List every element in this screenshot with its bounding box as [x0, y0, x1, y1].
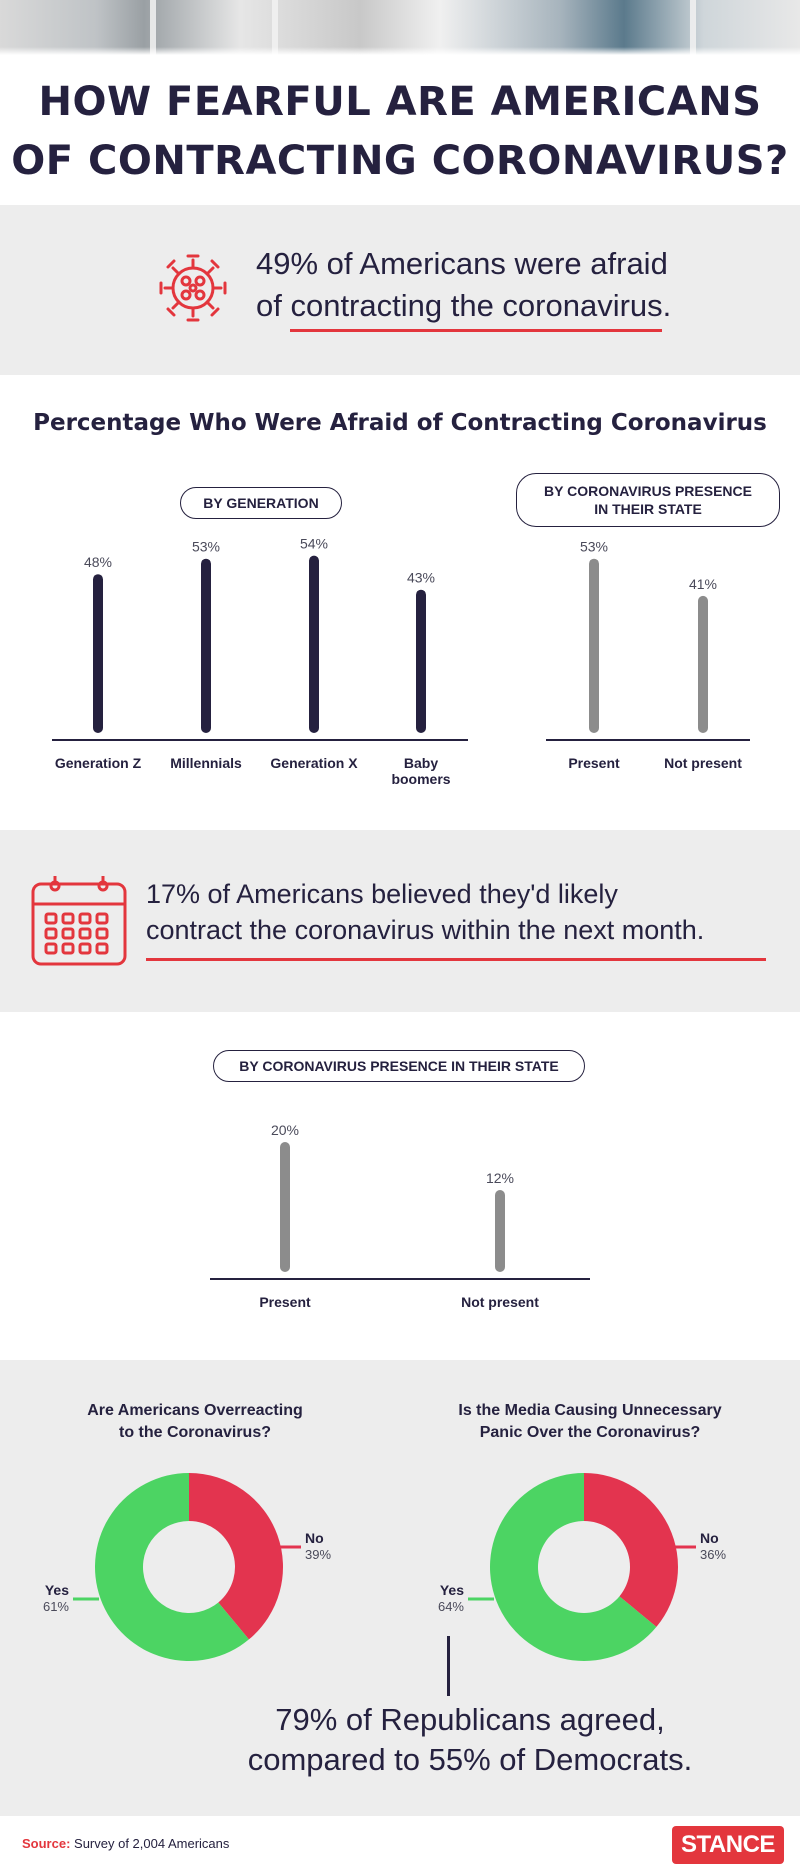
source-text: Survey of 2,004 Americans: [74, 1836, 230, 1851]
bar-value-label: 53%: [192, 539, 220, 555]
bar-charts-afraid: 48% Generation Z 53% Millennials 54% Generati…: [52, 536, 750, 787]
pill-by-state-presence: BY CORONAVIRUS PRESENCE IN THEIR STATE: [516, 473, 780, 527]
stat-line: 17% of Americans believed they'd likely: [146, 879, 618, 909]
pill-line: IN THEIR STATE: [594, 501, 702, 517]
bar-value-label: 48%: [84, 554, 112, 570]
pill-by-generation: BY GENERATION: [180, 487, 342, 519]
stat-likely-text: 17% of Americans believed they'd likely …: [146, 876, 704, 948]
slice-label: No: [700, 1530, 719, 1546]
category-label: Not present: [664, 755, 742, 771]
category-label: Present: [259, 1294, 311, 1310]
source-note: Source: Survey of 2,004 Americans: [22, 1836, 229, 1851]
note-line: 79% of Republicans agreed,: [275, 1702, 665, 1737]
slice-value: 64%: [438, 1599, 464, 1614]
bar-value-label: 12%: [486, 1170, 514, 1186]
hero-fade: [0, 47, 800, 55]
pole-decoration: [690, 0, 696, 55]
donut-slice: [94, 1473, 249, 1661]
bar-chart-likely: 20% Present 12% Not present: [210, 1122, 590, 1310]
pole-decoration: [150, 0, 156, 55]
bar-value-label: 20%: [271, 1122, 299, 1138]
category-label: Baby: [404, 755, 438, 771]
bar-value-label: 41%: [689, 576, 717, 592]
section-title: Percentage Who Were Afraid of Contractin…: [33, 410, 767, 436]
stat-line: of contracting the coronavirus.: [256, 288, 672, 323]
category-label: boomers: [391, 771, 450, 787]
pill-line: BY CORONAVIRUS PRESENCE: [544, 483, 752, 499]
calendar-icon: [31, 876, 127, 966]
page-title: HOW FEARFUL ARE AMERICANS OF CONTRACTING…: [0, 73, 800, 191]
donut-title-overreacting: Are Americans Overreacting to the Corona…: [40, 1400, 350, 1444]
donut-title-line: Panic Over the Coronavirus?: [479, 1424, 701, 1441]
donut-panel: Are Americans Overreacting to the Corona…: [0, 1360, 800, 1816]
donut-title-line: to the Coronavirus?: [118, 1424, 271, 1441]
stat-panel-afraid: 49% of Americans were afraid of contract…: [0, 205, 800, 375]
note-line: compared to 55% of Democrats.: [247, 1742, 693, 1777]
footer: Source: Survey of 2,004 Americans STANCE: [0, 1816, 800, 1876]
slice-label: Yes: [440, 1582, 464, 1598]
category-label: Millennials: [170, 755, 242, 771]
pole-decoration: [272, 0, 278, 55]
stat-line: contract the coronavirus within the next…: [146, 915, 705, 945]
donut-title-line: Is the Media Causing Unnecessary: [458, 1402, 722, 1419]
bar-value-label: 43%: [407, 570, 435, 586]
pill-by-state-presence-likely: BY CORONAVIRUS PRESENCE IN THEIR STATE: [213, 1050, 585, 1082]
accent-underline: [290, 329, 662, 332]
virus-icon: [159, 254, 227, 322]
hero-photo-strip: [0, 0, 800, 55]
slice-value: 61%: [43, 1599, 69, 1614]
donut-title-media: Is the Media Causing Unnecessary Panic O…: [420, 1400, 760, 1444]
donut-slice: [584, 1473, 678, 1627]
source-label: Source:: [22, 1836, 71, 1851]
page-title-line: HOW FEARFUL ARE AMERICANS: [38, 79, 762, 125]
page-title-line: OF CONTRACTING CORONAVIRUS?: [11, 138, 789, 184]
stat-panel-likely: 17% of Americans believed they'd likely …: [0, 830, 800, 1012]
slice-value: 39%: [305, 1547, 331, 1562]
donut-title-line: Are Americans Overreacting: [87, 1402, 303, 1419]
stat-line: 49% of Americans were afraid: [256, 246, 668, 281]
stat-afraid-text: 49% of Americans were afraid of contract…: [256, 243, 671, 327]
donut-slice: [489, 1473, 657, 1661]
category-label: Present: [568, 755, 620, 771]
title-section: HOW FEARFUL ARE AMERICANS OF CONTRACTING…: [0, 55, 800, 205]
bar-value-label: 53%: [580, 539, 608, 555]
slice-label: Yes: [45, 1582, 69, 1598]
slice-value: 36%: [700, 1547, 726, 1562]
bar-value-label: 54%: [300, 536, 328, 552]
category-label: Generation Z: [55, 755, 142, 771]
slice-label: No: [305, 1530, 324, 1546]
brand-logo[interactable]: STANCE: [672, 1826, 784, 1864]
category-label: Generation X: [270, 755, 358, 771]
callout-line: [447, 1636, 450, 1696]
republicans-note: 79% of Republicans agreed, compared to 5…: [200, 1700, 740, 1780]
donut-slice: [189, 1473, 283, 1640]
accent-underline: [146, 958, 766, 961]
category-label: Not present: [461, 1294, 539, 1310]
